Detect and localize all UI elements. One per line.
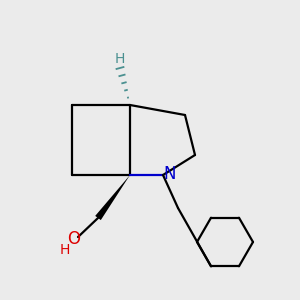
Text: H: H — [115, 52, 125, 66]
Text: N: N — [164, 165, 176, 183]
Polygon shape — [95, 175, 130, 220]
Text: O: O — [68, 230, 80, 248]
Text: H: H — [60, 243, 70, 257]
